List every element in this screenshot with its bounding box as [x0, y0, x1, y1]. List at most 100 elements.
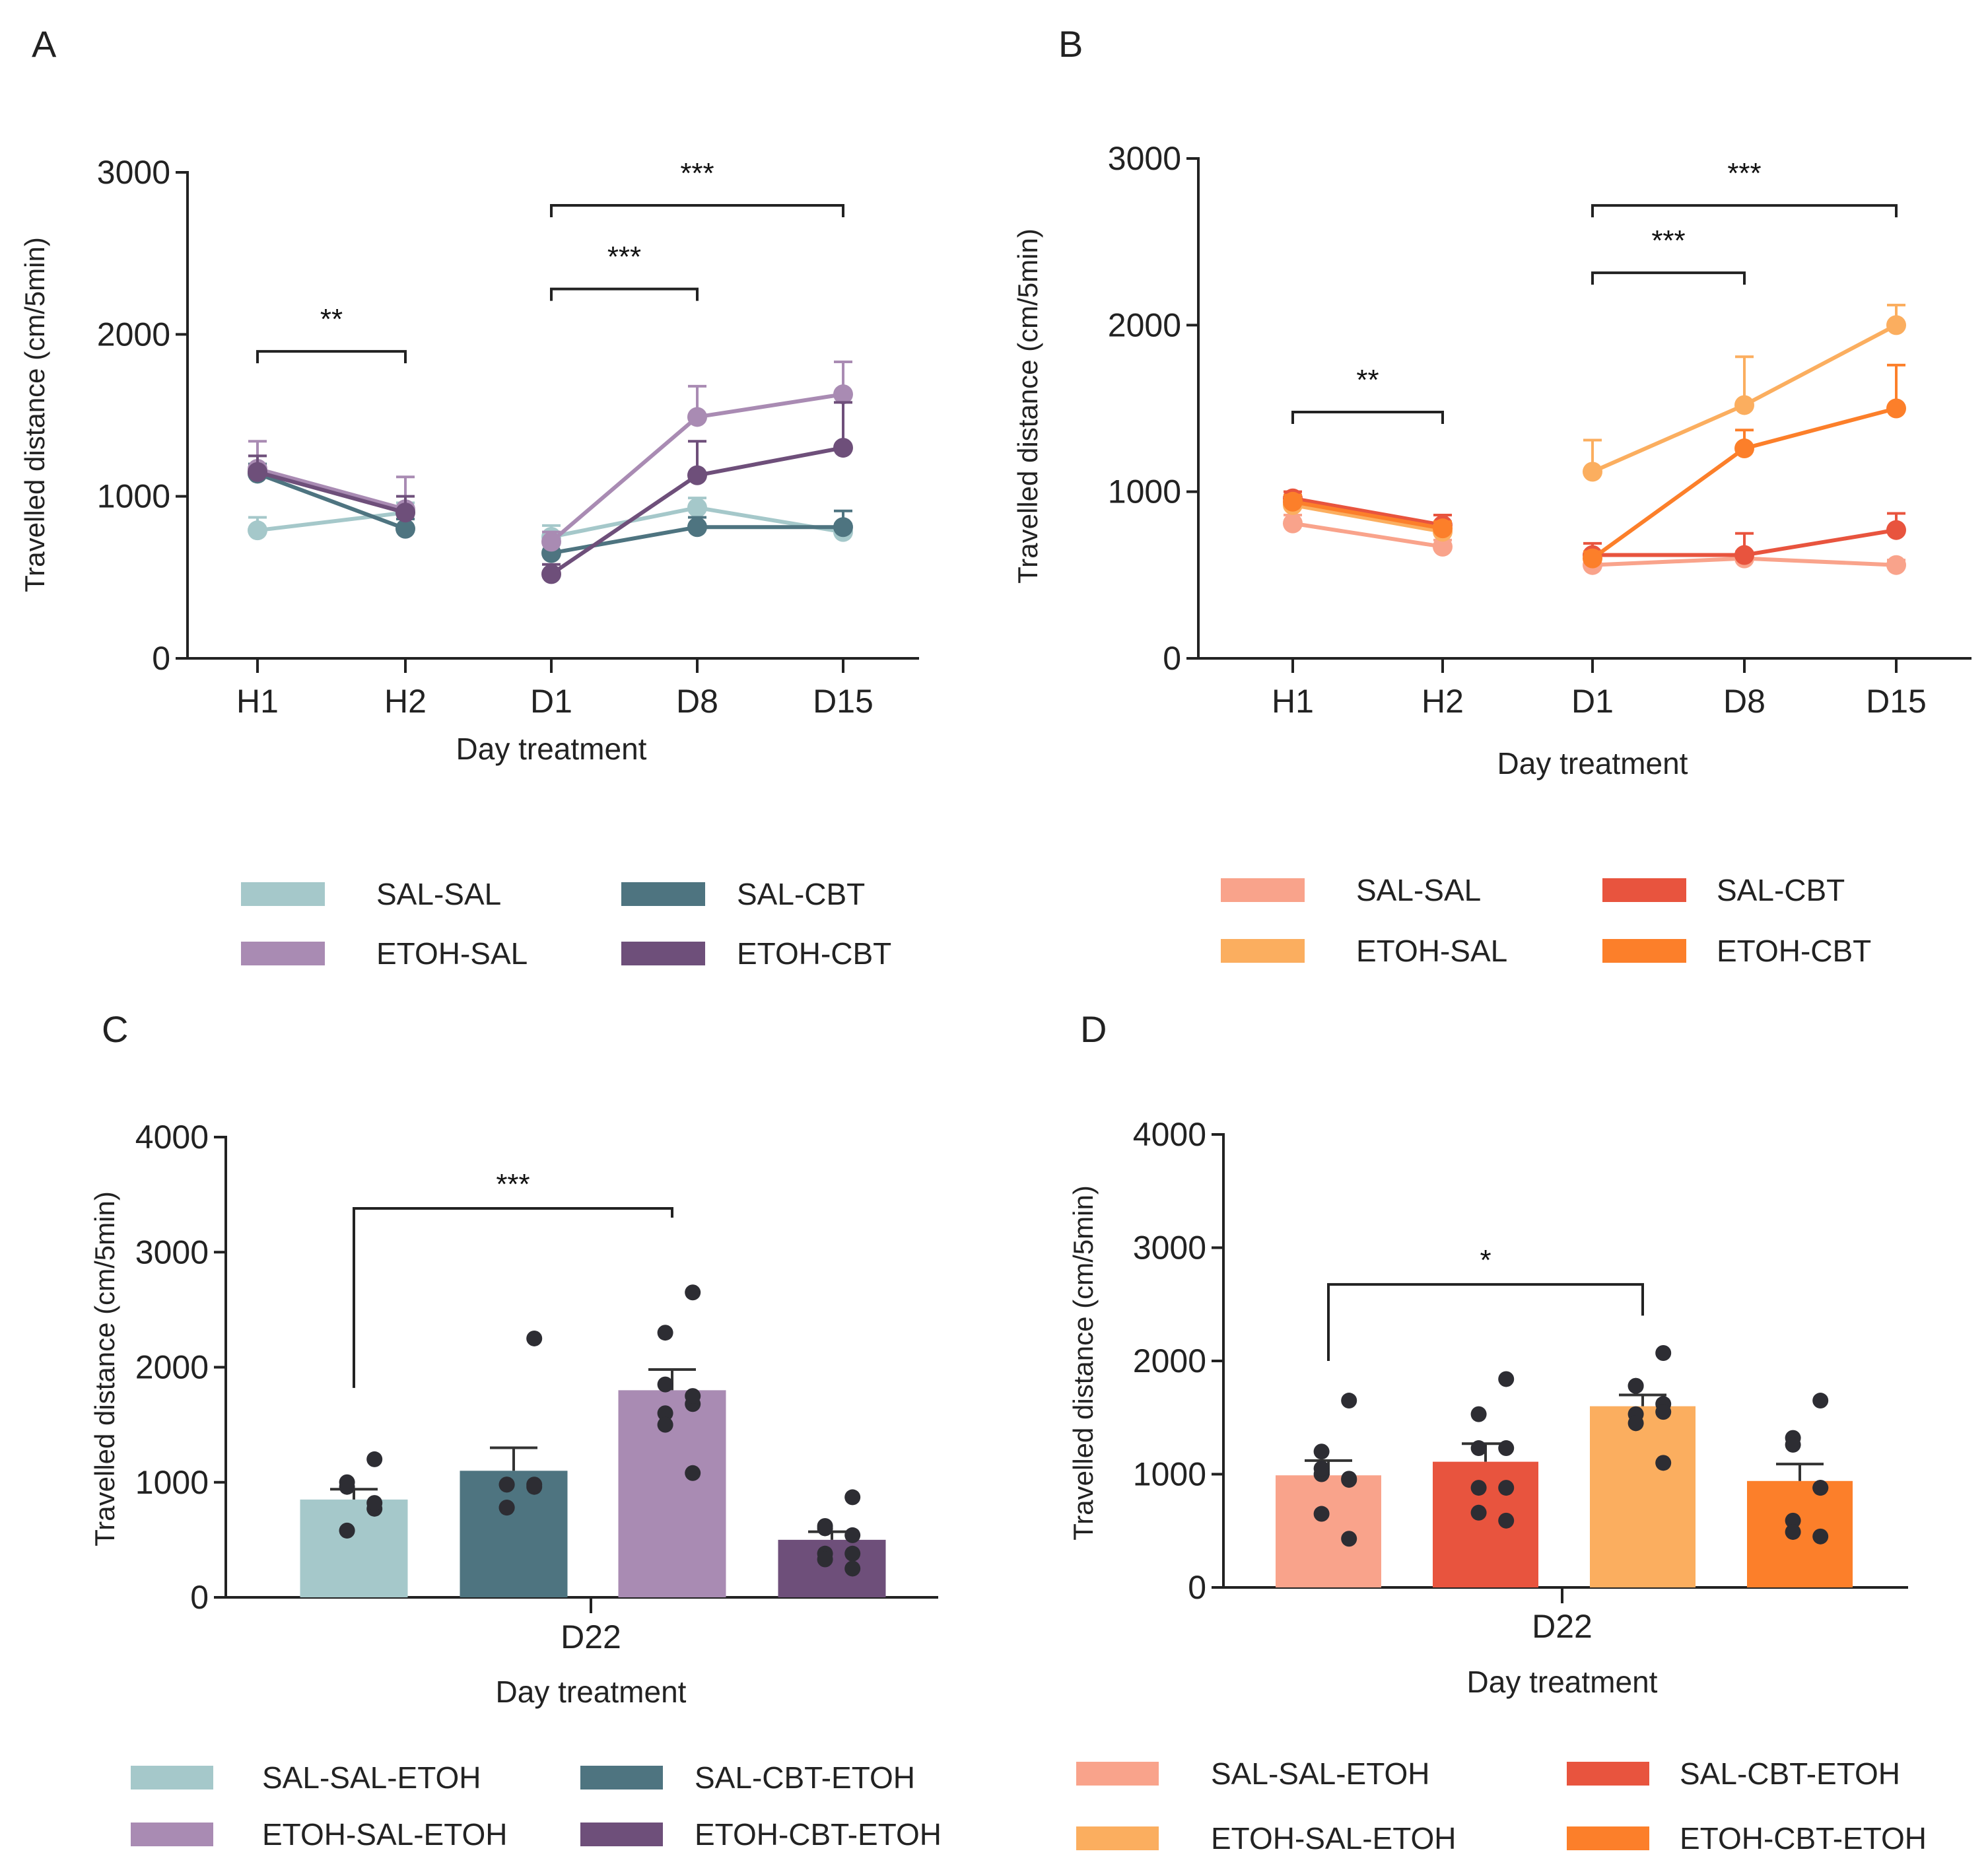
panel-b-legend-item: SAL-SAL [1221, 873, 1481, 907]
panel-b-legend-swatch [1221, 878, 1305, 902]
panel-a-legend-swatch [621, 942, 705, 965]
panel-b-x-tick-label: H1 [1272, 683, 1314, 720]
panel-d-bar [1276, 1475, 1381, 1587]
panel-d-x-tick-label: D22 [1532, 1608, 1593, 1645]
panel-d-legend-swatch [1567, 1826, 1649, 1850]
panel-d-individual-point [1341, 1393, 1357, 1409]
panel-d-y-tick-label: 0 [1188, 1569, 1206, 1606]
panel-c-bar [778, 1539, 886, 1597]
panel-b-x-tick-label: H2 [1422, 683, 1464, 720]
panel-c-individual-point [498, 1500, 515, 1516]
panel-b-legend-swatch [1221, 939, 1305, 963]
panel-b-data-point [1734, 395, 1754, 415]
panel-d-y-tick-label: 3000 [1133, 1230, 1206, 1267]
panel-a-data-point [395, 518, 415, 539]
panel-b-legend-swatch [1602, 878, 1686, 902]
panel-d-bar-group-sal-cbt-etoh [1433, 1371, 1538, 1587]
panel-d-individual-point [1628, 1377, 1644, 1394]
panel-b-series-etoh-sal [1283, 304, 1906, 542]
panel-a-legend-item: SAL-CBT [621, 877, 865, 911]
panel-a-data-point [541, 564, 561, 584]
panel-c-individual-point [844, 1545, 861, 1562]
panel-a-legend-label: ETOH-CBT [737, 936, 891, 971]
panel-c-legend-swatch [131, 1823, 213, 1846]
panel-a-data-point [248, 520, 267, 541]
panel-c-bar [460, 1471, 568, 1597]
panel-d-individual-point [1812, 1393, 1829, 1409]
panel-d-legend-label: SAL-SAL-ETOH [1211, 1756, 1429, 1791]
panel-a-significance-label: *** [607, 241, 641, 273]
panel-b-x-tick-label: D15 [1866, 683, 1927, 720]
panel-c-y-tick-label: 1000 [135, 1464, 209, 1501]
panel-c-legend-label: SAL-SAL-ETOH [262, 1760, 481, 1795]
panel-c-legend-swatch [580, 1823, 663, 1846]
panel-d-bar-group-etoh-sal-etoh [1590, 1344, 1696, 1587]
panel-b-x-tick-label: D1 [1571, 683, 1614, 720]
panel-b-data-point [1283, 513, 1303, 534]
panel-b-y-tick-label: 3000 [1108, 140, 1181, 177]
panel-d-bar-group-sal-sal-etoh [1276, 1393, 1381, 1587]
panel-c-bar [300, 1499, 408, 1597]
panel-d-individual-point [1313, 1506, 1330, 1522]
panel-b-series-line [1292, 521, 1443, 549]
panel-c-y-tick-label: 4000 [135, 1119, 209, 1156]
panel-b-legend-item: ETOH-CBT [1602, 934, 1871, 968]
panel-c-legend-item: SAL-CBT-ETOH [580, 1760, 915, 1795]
panel-a-data-point [833, 384, 853, 405]
panel-c-individual-point [657, 1416, 673, 1433]
panel-a-y-tick-label: 1000 [97, 478, 170, 515]
panel-b-legend-label: ETOH-SAL [1356, 934, 1507, 968]
panel-b-legend-label: SAL-SAL [1356, 873, 1481, 907]
panel-b-x-axis-label: Day treatment [1497, 746, 1688, 781]
panel-b-data-point [1433, 518, 1453, 539]
panel-a-data-point [833, 517, 853, 538]
panel-c-legend-label: ETOH-CBT-ETOH [695, 1817, 942, 1852]
panel-d-individual-point [1785, 1523, 1801, 1540]
panel-d-individual-point [1341, 1531, 1357, 1547]
panel-d-x-axis-label: Day treatment [1467, 1665, 1658, 1699]
panel-b-letter: B [1058, 23, 1083, 65]
panel-b-data-point [1734, 438, 1754, 459]
panel-b-data-point [1886, 315, 1906, 335]
panel-a-letter: A [32, 23, 57, 65]
panel-a-data-point [248, 462, 267, 482]
panel-a-legend-swatch [241, 882, 325, 906]
panel-d-individual-point [1498, 1440, 1515, 1457]
panel-b-x-tick-label: D8 [1723, 683, 1765, 720]
panel-d-bar [1433, 1461, 1538, 1587]
panel-d-individual-point [1470, 1480, 1487, 1496]
panel-c-bar-group-etoh-cbt-etoh [778, 1489, 886, 1597]
panel-d-individual-point [1498, 1371, 1515, 1387]
panel-a-legend-label: SAL-CBT [737, 877, 865, 911]
panel-c-individual-point [657, 1376, 673, 1393]
panel-d-legend-swatch [1076, 1762, 1159, 1786]
panel-b-data-point [1583, 548, 1602, 569]
panel-a-significance-bracket [550, 287, 699, 301]
panel-d-legend-item: ETOH-CBT-ETOH [1567, 1821, 1927, 1856]
panel-c-individual-point [817, 1517, 833, 1534]
panel-b-series-line [1292, 496, 1443, 528]
panel-d-significance-label: * [1480, 1244, 1491, 1276]
panel-a-x-tick-label: D15 [813, 683, 874, 720]
panel-a-significance-bracket [550, 204, 844, 218]
panel-a-significance-label: *** [680, 157, 714, 190]
panel-a-x-axis-label: Day treatment [456, 732, 647, 766]
panel-c-individual-point [339, 1522, 355, 1539]
panel-d-y-axis-label: Travelled distance (cm/5min) [1068, 1185, 1099, 1541]
panel-c-y-axis-label: Travelled distance (cm/5min) [89, 1191, 120, 1546]
panel-d-individual-point [1812, 1528, 1829, 1545]
panel-d-individual-point [1655, 1455, 1672, 1471]
panel-b-legend-label: ETOH-CBT [1717, 934, 1871, 968]
panel-a-data-point [833, 438, 853, 458]
panel-a-y-tick-label: 2000 [97, 316, 170, 353]
panel-c-legend-swatch [131, 1766, 213, 1789]
panel-c-individual-point [339, 1474, 355, 1490]
panel-c-y-tick-label: 0 [190, 1579, 209, 1616]
panel-d-y-tick-label: 4000 [1133, 1116, 1206, 1153]
panel-a-x-tick-label: D8 [676, 683, 718, 720]
panel-a-data-point [395, 503, 415, 523]
panel-d-bar [1590, 1406, 1696, 1587]
panel-b-legend-swatch [1602, 939, 1686, 963]
panel-c-individual-point [844, 1527, 861, 1543]
panel-c-individual-point [685, 1465, 701, 1481]
